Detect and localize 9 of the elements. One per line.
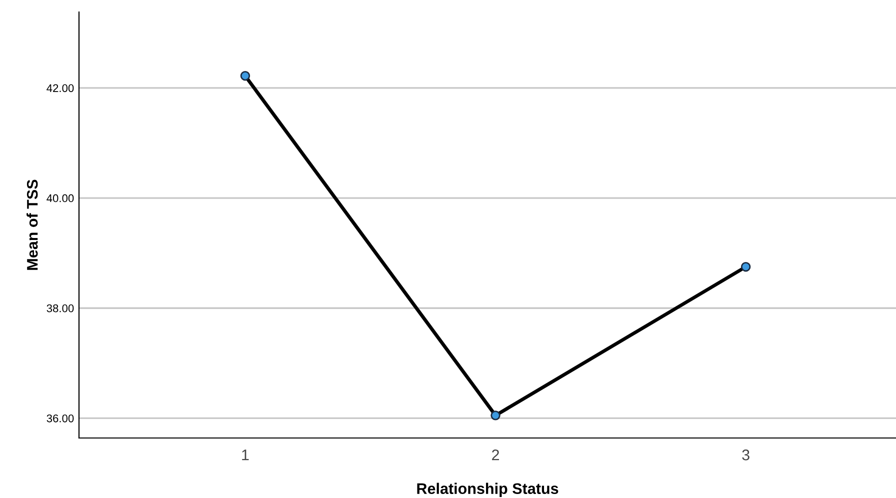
y-tick-label: 42.00	[46, 84, 74, 92]
x-tick-label: 1	[242, 450, 249, 460]
x-axis-title: Relationship Status	[417, 482, 558, 498]
y-tick-label: 38.00	[46, 304, 74, 312]
x-tick-label: 2	[492, 450, 499, 460]
y-tick-label: 36.00	[46, 414, 74, 422]
x-tick-label: 3	[742, 450, 750, 460]
y-axis-title: Mean of TSS	[26, 180, 38, 270]
y-tick-label: 40.00	[46, 194, 74, 202]
